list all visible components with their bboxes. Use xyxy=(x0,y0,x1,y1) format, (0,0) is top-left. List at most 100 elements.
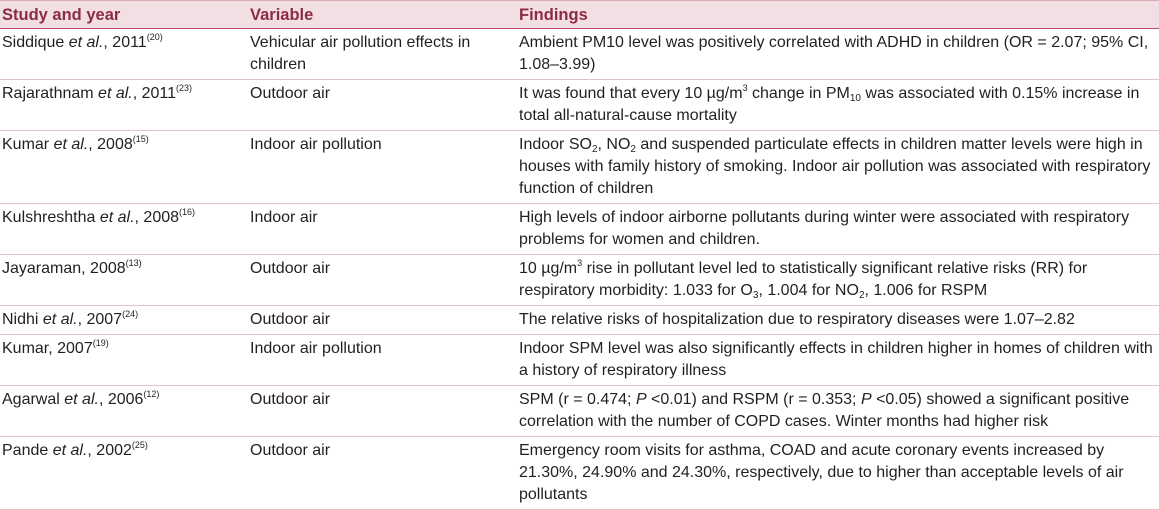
findings-cell: 10 µg/m3 rise in pollutant level led to … xyxy=(515,254,1159,306)
findings-text: SPM (r = 0.474; xyxy=(519,391,636,408)
study-text: (24) xyxy=(122,309,139,319)
study-text: , 2008 xyxy=(88,136,133,153)
study-text: , 2008 xyxy=(134,209,180,226)
study-text: Kumar, 2007 xyxy=(2,340,93,357)
findings-text: The relative risks of hospitalization du… xyxy=(519,311,1075,328)
study-cell: Agarwal et al., 2006(12) xyxy=(0,385,246,437)
study-cell: Kumar, 2007(19) xyxy=(0,334,246,386)
findings-text: 3 xyxy=(577,258,583,268)
variable-cell: Outdoor air xyxy=(246,79,515,131)
findings-text: rise in pollutant level led to statistic… xyxy=(519,260,1088,299)
study-text: et al. xyxy=(42,311,78,328)
study-text: (23) xyxy=(176,83,193,93)
findings-text: , NO xyxy=(597,136,631,153)
table-row: Rajarathnam et al., 2011(23) Outdoor air I… xyxy=(0,79,1159,131)
study-text: (25) xyxy=(131,440,148,450)
study-cell: Kumar et al., 2008(15) xyxy=(0,130,246,204)
study-text: (15) xyxy=(132,134,149,144)
variable-cell: Outdoor air xyxy=(246,385,515,437)
findings-text: and suspended particulate effects in chi… xyxy=(519,136,1151,197)
findings-text: 2 xyxy=(630,144,636,155)
findings-text: Ambient PM10 level was positively correl… xyxy=(519,34,1149,73)
study-cell: Kulshreshtha et al., 2008(16) xyxy=(0,203,246,255)
study-cell: Jayaraman, 2008(13) xyxy=(0,254,246,306)
findings-cell: Ambient PM10 level was positively correl… xyxy=(515,28,1159,80)
findings-text: Emergency room visits for asthma, COAD a… xyxy=(519,442,1124,503)
findings-text: 10 xyxy=(849,93,861,104)
study-text: et al. xyxy=(53,136,89,153)
study-cell: Rajarathnam et al., 2011(23) xyxy=(0,79,246,131)
table-row: Nidhi et al., 2007(24) Outdoor air The rel… xyxy=(0,305,1159,335)
findings-cell: Emergency room visits for asthma, COAD a… xyxy=(515,436,1159,510)
variable-cell: Outdoor air xyxy=(246,305,515,335)
findings-text: , 1.004 for NO xyxy=(758,282,859,299)
table-row: Kumar, 2007(19) Indoor air pollution Indoo… xyxy=(0,334,1159,386)
table-row: Agarwal et al., 2006(12) Outdoor air SPM (… xyxy=(0,385,1159,437)
findings-text: Indoor SO xyxy=(519,136,592,153)
study-text: Pande xyxy=(2,442,53,459)
study-text: Rajarathnam xyxy=(2,85,99,102)
findings-text: 2 xyxy=(591,144,598,155)
study-text: (16) xyxy=(179,207,196,217)
header-findings: Findings xyxy=(515,0,1159,29)
table-body: Siddique et al., 2011(20) Vehicular air p… xyxy=(0,28,1159,510)
study-cell: Pande et al., 2002(25) xyxy=(0,436,246,510)
variable-cell: Outdoor air xyxy=(246,436,515,510)
findings-text: <0.05) showed a significant positive cor… xyxy=(519,391,1130,430)
study-text: Nidhi xyxy=(2,311,43,328)
study-text: Kulshreshtha xyxy=(2,209,100,226)
header-variable: Variable xyxy=(246,0,515,29)
study-text: (13) xyxy=(125,258,142,268)
variable-cell: Vehicular air pollution effects in child… xyxy=(246,28,515,80)
study-text: , 2007 xyxy=(77,311,123,328)
findings-cell: It was found that every 10 µg/m3 change … xyxy=(515,79,1159,131)
study-cell: Nidhi et al., 2007(24) xyxy=(0,305,246,335)
findings-cell: High levels of indoor airborne pollutant… xyxy=(515,203,1159,255)
table-row: Pande et al., 2002(25) Outdoor air Emergen… xyxy=(0,436,1159,510)
study-text: et al. xyxy=(99,209,135,226)
variable-cell: Outdoor air xyxy=(246,254,515,306)
findings-text: P xyxy=(860,391,872,408)
findings-cell: Indoor SO2, NO2 and suspended particulat… xyxy=(515,130,1159,204)
table-row: Kulshreshtha et al., 2008(16) Indoor air H… xyxy=(0,203,1159,255)
table-header: Study and year Variable Findings xyxy=(0,0,1159,29)
study-text: Jayaraman, 2008 xyxy=(2,260,126,277)
findings-text: change in PM xyxy=(747,85,850,102)
findings-text: Indoor SPM level was also significantly … xyxy=(519,340,1153,379)
study-cell: Siddique et al., 2011(20) xyxy=(0,28,246,80)
variable-cell: Indoor air pollution xyxy=(246,130,515,204)
study-text: et al. xyxy=(98,85,133,102)
study-text: Siddique xyxy=(2,34,69,51)
study-text: et al. xyxy=(68,34,104,51)
study-text: et al. xyxy=(52,442,88,459)
findings-text: High levels of indoor airborne pollutant… xyxy=(519,209,1130,248)
findings-text: 2 xyxy=(858,290,865,301)
findings-cell: The relative risks of hospitalization du… xyxy=(515,305,1159,335)
findings-cell: Indoor SPM level was also significantly … xyxy=(515,334,1159,386)
table-row: Siddique et al., 2011(20) Vehicular air p… xyxy=(0,28,1159,80)
study-text: (19) xyxy=(92,338,109,348)
study-text: , 2011 xyxy=(132,85,177,102)
study-text: et al. xyxy=(64,391,99,408)
study-text: , 2002 xyxy=(87,442,132,459)
variable-cell: Indoor air pollution xyxy=(246,334,515,386)
findings-text: 3 xyxy=(752,290,759,301)
study-text: (12) xyxy=(143,389,160,399)
findings-text: 10 µg/m xyxy=(519,260,578,277)
findings-text: It was found that every 10 µg/m xyxy=(519,85,743,102)
findings-text: P xyxy=(635,391,647,408)
study-text: , 2006 xyxy=(98,391,144,408)
header-row: Study and year Variable Findings xyxy=(0,0,1159,29)
study-text: , 2011 xyxy=(103,34,147,51)
findings-text: was associated with 0.15% increase in to… xyxy=(519,85,1140,124)
findings-text: , 1.006 for RSPM xyxy=(864,282,988,299)
findings-cell: SPM (r = 0.474; P <0.01) and RSPM (r = 0… xyxy=(515,385,1159,437)
study-text: (20) xyxy=(146,32,163,42)
study-text: Agarwal xyxy=(2,391,65,408)
variable-cell: Indoor air xyxy=(246,203,515,255)
findings-text: <0.01) and RSPM (r = 0.353; xyxy=(646,391,861,408)
table-row: Kumar et al., 2008(15) Indoor air polluti… xyxy=(0,130,1159,204)
findings-text: 3 xyxy=(742,83,748,93)
table-row: Jayaraman, 2008(13) Outdoor air 10 µg/m3 r… xyxy=(0,254,1159,306)
